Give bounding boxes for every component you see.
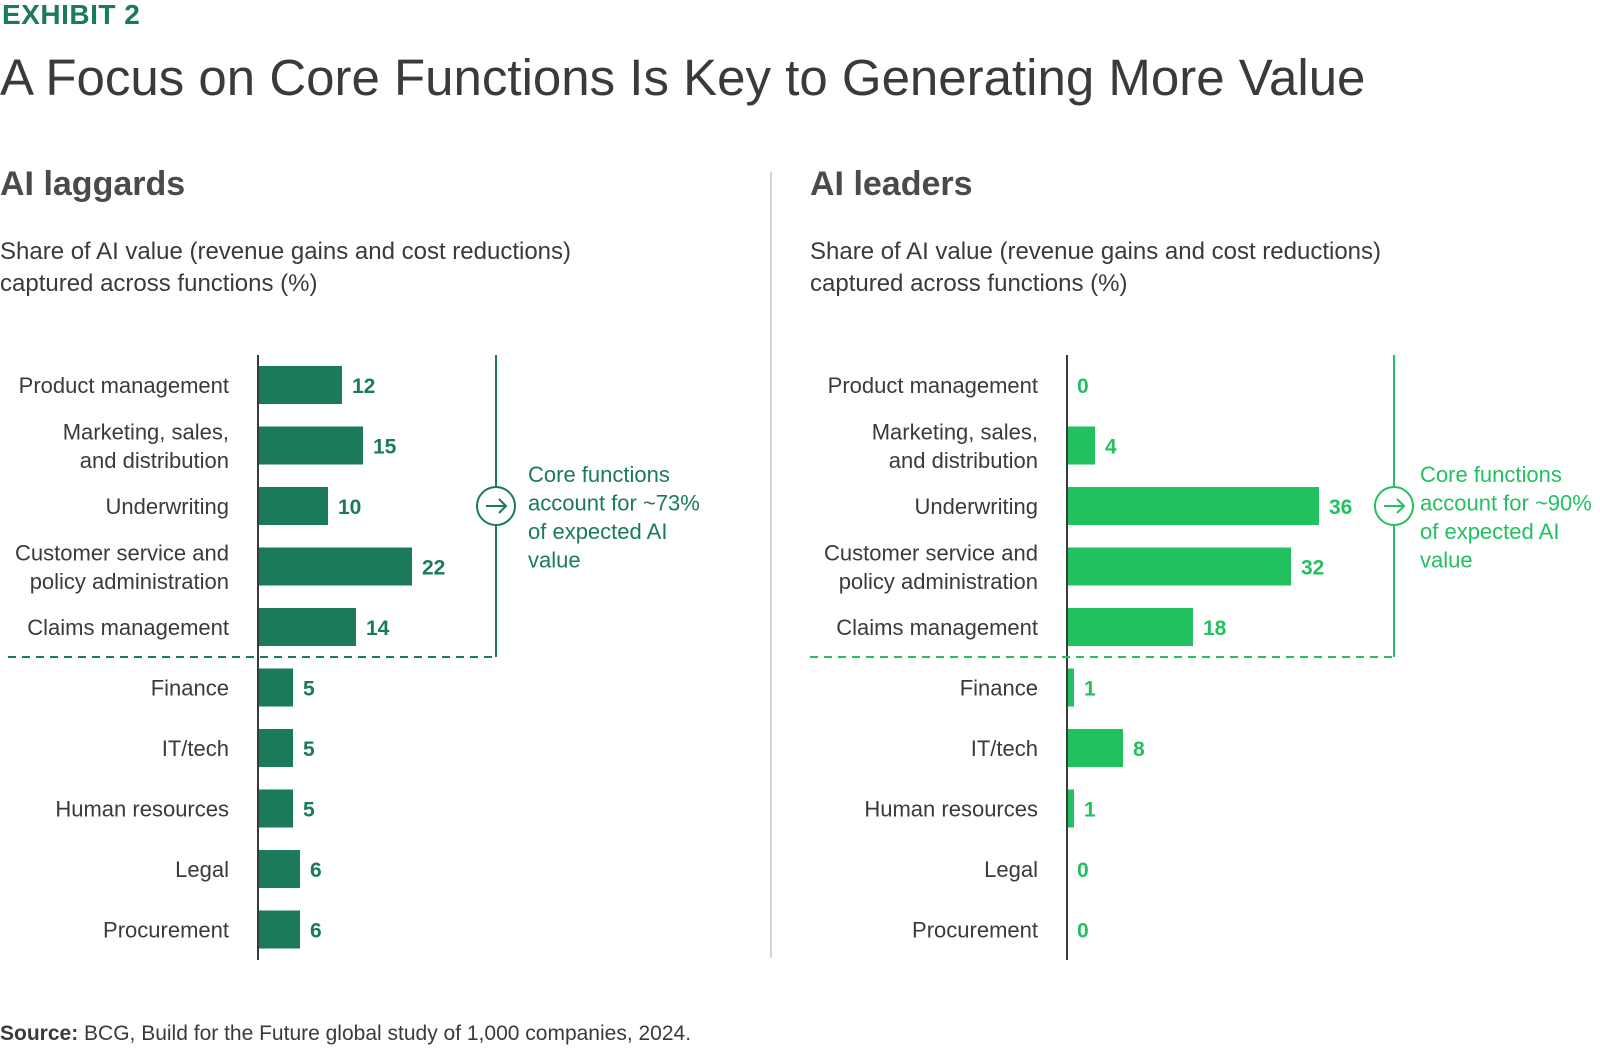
annotation-leaders-1: account for ~90%	[1420, 491, 1592, 516]
category-label-leaders-7-0: Human resources	[864, 797, 1038, 822]
value-label-laggards-8: 6	[310, 859, 322, 882]
value-label-laggards-1: 15	[373, 436, 397, 459]
category-label-laggards-0-0: Product management	[19, 373, 229, 398]
chart-leaders: 0 Product management 4 Marketing, sales, and…	[810, 355, 1592, 960]
annotation-leaders-3: value	[1420, 548, 1473, 573]
category-label-laggards-7-0: Human resources	[55, 797, 229, 822]
category-label-laggards-2-0: Underwriting	[106, 494, 230, 519]
category-label-laggards-9-0: Procurement	[103, 918, 229, 943]
category-label-laggards-3-0: Customer service and	[15, 540, 229, 565]
bar-laggards-2	[258, 487, 328, 525]
value-label-leaders-4: 18	[1203, 617, 1227, 640]
bar-laggards-7	[258, 789, 293, 828]
category-label-leaders-4-0: Claims management	[836, 615, 1038, 640]
value-label-leaders-8: 0	[1077, 859, 1089, 882]
bar-laggards-6	[258, 729, 293, 767]
subtitle-leaders-line-1: Share of AI value (revenue gains and cos…	[810, 238, 1382, 265]
annotation-laggards-0: Core functions	[528, 462, 670, 487]
category-label-laggards-4-0: Claims management	[27, 615, 229, 640]
value-label-leaders-6: 8	[1133, 738, 1145, 761]
bar-laggards-5	[258, 668, 293, 707]
category-label-leaders-1-0: Marketing, sales,	[872, 419, 1038, 444]
category-label-laggards-1-1: and distribution	[80, 448, 229, 473]
subtitle-leaders-line-2: captured across functions (%)	[810, 270, 1128, 297]
value-label-laggards-7: 5	[303, 799, 315, 822]
annotation-laggards-3: value	[528, 548, 581, 573]
value-label-laggards-6: 5	[303, 738, 315, 761]
arrow-right-icon-leaders	[1384, 498, 1406, 514]
subtitle-leaders: Share of AI value (revenue gains and cos…	[810, 236, 1381, 300]
category-label-leaders-3-0: Customer service and	[824, 540, 1038, 565]
bar-laggards-4	[258, 608, 356, 646]
category-label-leaders-6-0: IT/tech	[971, 736, 1038, 761]
value-label-leaders-9: 0	[1077, 920, 1089, 943]
annotation-leaders-0: Core functions	[1420, 462, 1562, 487]
source-note: Source: BCG, Build for the Future global…	[0, 1022, 691, 1046]
bar-leaders-1	[1067, 426, 1095, 465]
bar-leaders-6	[1067, 729, 1123, 767]
value-label-laggards-0: 12	[352, 375, 375, 398]
value-label-laggards-5: 5	[303, 678, 315, 701]
value-label-laggards-4: 14	[366, 617, 390, 640]
value-label-leaders-3: 32	[1301, 557, 1324, 580]
bar-laggards-1	[258, 426, 363, 465]
bar-leaders-5	[1067, 668, 1074, 707]
value-label-leaders-7: 1	[1084, 799, 1096, 822]
annotation-laggards-2: of expected AI	[528, 519, 667, 544]
exhibit-label: EXHIBIT 2	[2, 0, 141, 30]
bar-leaders-7	[1067, 789, 1074, 828]
subtitle-laggards-line-2: captured across functions (%)	[0, 270, 318, 297]
bar-laggards-3	[258, 547, 412, 586]
bar-leaders-4	[1067, 608, 1193, 646]
source-label: Source:	[0, 1022, 79, 1045]
category-label-leaders-1-1: and distribution	[889, 448, 1038, 473]
category-label-leaders-2-0: Underwriting	[915, 494, 1039, 519]
value-label-laggards-3: 22	[422, 557, 445, 580]
subtitle-laggards-line-1: Share of AI value (revenue gains and cos…	[0, 238, 572, 265]
value-label-laggards-9: 6	[310, 920, 322, 943]
value-label-leaders-0: 0	[1077, 375, 1089, 398]
category-label-laggards-3-1: policy administration	[30, 569, 229, 594]
category-label-laggards-1-0: Marketing, sales,	[63, 419, 229, 444]
bar-laggards-8	[258, 850, 300, 888]
panel-title-laggards: AI laggards	[0, 165, 186, 203]
bar-laggards-9	[258, 910, 300, 949]
panel-divider	[770, 172, 772, 958]
value-label-laggards-2: 10	[338, 496, 361, 519]
category-label-leaders-0-0: Product management	[828, 373, 1038, 398]
bar-leaders-3	[1067, 547, 1291, 586]
value-label-leaders-5: 1	[1084, 678, 1096, 701]
annotation-laggards-1: account for ~73%	[528, 491, 700, 516]
arrow-right-icon-laggards	[486, 498, 508, 514]
bar-laggards-0	[258, 366, 342, 404]
category-label-leaders-3-1: policy administration	[839, 569, 1038, 594]
subtitle-laggards: Share of AI value (revenue gains and cos…	[0, 236, 571, 300]
category-label-leaders-5-0: Finance	[960, 676, 1038, 701]
category-label-laggards-8-0: Legal	[175, 857, 229, 882]
source-text: BCG, Build for the Future global study o…	[78, 1022, 692, 1045]
bar-leaders-2	[1067, 487, 1319, 525]
annotation-leaders-2: of expected AI	[1420, 519, 1559, 544]
category-label-laggards-5-0: Finance	[151, 676, 229, 701]
value-label-leaders-2: 36	[1329, 496, 1352, 519]
page-title: A Focus on Core Functions Is Key to Gene…	[0, 49, 1366, 106]
panel-title-leaders: AI leaders	[810, 165, 973, 203]
category-label-laggards-6-0: IT/tech	[162, 736, 229, 761]
category-label-leaders-8-0: Legal	[984, 857, 1038, 882]
category-label-leaders-9-0: Procurement	[912, 918, 1038, 943]
value-label-leaders-1: 4	[1105, 436, 1117, 459]
chart-laggards: 12 Product management 15 Marketing, sales, a…	[8, 355, 700, 960]
